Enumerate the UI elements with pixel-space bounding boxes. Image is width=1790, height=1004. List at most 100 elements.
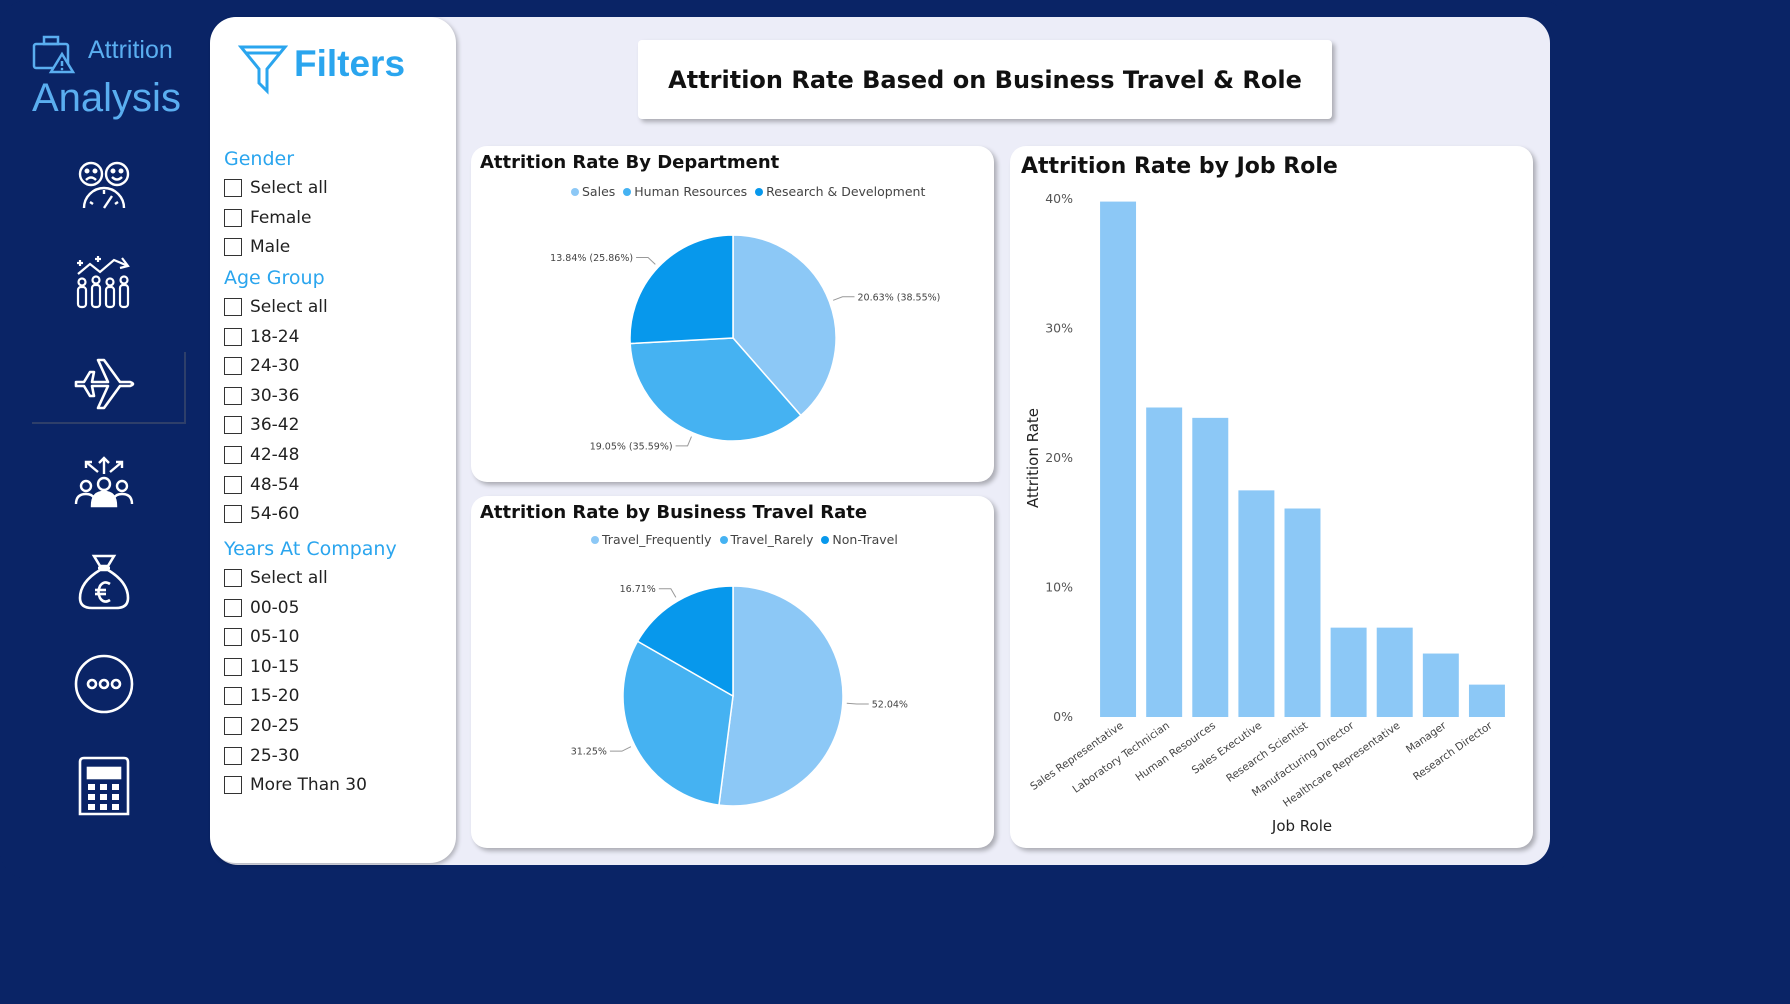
nav-income[interactable] [70,548,138,616]
x-tick-label: Human Resources [1133,720,1218,784]
checkbox[interactable] [224,505,242,524]
pie-data-label: 19.05% (35.59%) [590,441,673,452]
checkbox[interactable] [224,357,242,376]
bar-manager[interactable] [1422,653,1459,717]
nav-team-directions[interactable] [70,448,138,516]
checkbox[interactable] [224,657,242,676]
filter-option-years-at-company-00-05[interactable]: 00-05 [224,597,299,619]
pie-slice-human-resources[interactable] [629,337,802,442]
filter-option-years-at-company-20-25[interactable]: 20-25 [224,715,299,737]
nav-satisfaction[interactable] [70,152,138,220]
y-tick-label: 20% [1045,450,1073,465]
filter-option-label: 36-42 [250,415,300,436]
pie-slice-travel-rarely[interactable] [622,640,734,806]
legend-label: Non-Travel [832,532,898,547]
checkbox[interactable] [224,628,242,647]
workforce-growth-icon [76,256,130,309]
pie-leader-line [636,257,656,265]
y-tick-label: 0% [1053,709,1073,724]
checkbox[interactable] [224,238,242,257]
department-legend: Sales Human Resources Research & Developme… [571,184,925,199]
bar-sales-executive[interactable] [1238,490,1275,717]
checkbox[interactable] [224,386,242,405]
bar-healthcare-representative[interactable] [1376,627,1413,717]
y-tick-label: 10% [1045,580,1073,595]
filter-option-label: 00-05 [250,597,300,618]
legend-label: Human Resources [634,184,748,199]
legend-item-sales[interactable]: Sales [571,184,615,199]
checkbox[interactable] [224,475,242,494]
checkbox[interactable] [224,598,242,617]
nav-business-travel[interactable] [70,350,138,418]
filter-option-gender-female[interactable]: Female [224,207,311,229]
page-title: Attrition Rate Based on Business Travel … [668,65,1302,94]
pie-slice-sales[interactable] [732,234,837,417]
sidebar: Attrition Analysis [0,0,210,879]
filter-option-label: 42-48 [250,445,300,465]
checkbox[interactable] [224,687,242,706]
checkbox[interactable] [224,569,242,587]
filter-option-age-group-48-54[interactable]: 48-54 [224,474,299,496]
checkbox[interactable] [224,446,242,464]
filter-option-label: 10-15 [250,656,300,677]
checkbox[interactable] [224,717,242,735]
airplane-icon [74,358,135,410]
checkbox[interactable] [224,298,242,316]
filter-option-age-group-36-42[interactable]: 36-42 [224,414,299,436]
filter-option-age-group-18-24[interactable]: 18-24 [224,326,299,348]
brand-line-2: Analysis [32,76,181,120]
legend-item-travel-rarely[interactable]: Travel_Rarely [719,532,814,547]
filter-option-age-group-30-36[interactable]: 30-36 [224,385,299,407]
filter-option-age-group-select-all[interactable]: Select all [224,296,328,318]
filter-option-gender-select-all[interactable]: Select all [224,177,328,199]
filter-option-label: Male [250,237,291,258]
pie-slice-research-development[interactable] [629,234,734,345]
briefcase-warning-icon [32,35,76,74]
nav-calculator[interactable] [70,752,138,820]
pie-data-label: 13.84% (25.86%) [550,253,633,264]
pie-slice-non-travel[interactable] [636,585,734,698]
filter-option-age-group-24-30[interactable]: 24-30 [224,355,299,377]
filter-option-years-at-company-25-30[interactable]: 25-30 [224,745,299,767]
legend-item-research-development[interactable]: Research & Development [755,184,925,199]
filter-option-years-at-company-15-20[interactable]: 15-20 [224,685,299,707]
travel-pie-card: Attrition Rate by Business Travel Rate T… [471,496,994,848]
checkbox[interactable] [224,327,242,346]
bar-sales-representative[interactable] [1100,201,1137,718]
filter-option-years-at-company-more-than-30[interactable]: More Than 30 [224,774,367,796]
filter-option-label: 05-10 [250,627,300,648]
checkbox[interactable] [224,746,242,765]
filter-option-gender-male[interactable]: Male [224,236,290,258]
legend-label: Travel_Rarely [730,532,814,547]
checkbox[interactable] [224,776,242,795]
filter-option-years-at-company-10-15[interactable]: 10-15 [224,656,299,678]
legend-item-human-resources[interactable]: Human Resources [623,184,747,199]
pie-data-label: 31.25% [571,747,607,758]
nav-workforce[interactable] [70,252,138,320]
bar-manufacturing-director[interactable] [1330,627,1367,717]
checkbox[interactable] [224,416,242,435]
bar-research-director[interactable] [1468,684,1505,717]
legend-swatch [591,535,599,544]
pie-leader-line [675,436,692,447]
nav-more[interactable] [70,650,138,718]
legend-item-non-travel[interactable]: Non-Travel [821,532,898,547]
checkbox[interactable] [224,179,242,197]
satisfaction-gauge-icon [78,161,130,209]
pie-slice-travel-frequently[interactable] [718,585,844,807]
filter-option-years-at-company-select-all[interactable]: Select all [224,567,328,589]
filter-option-label: Female [250,207,312,228]
bar-research-scientist[interactable] [1284,508,1321,717]
checkbox[interactable] [224,208,242,227]
bar-human-resources[interactable] [1192,417,1229,717]
brand-line-1: Attrition [88,36,173,64]
more-options-icon [74,654,134,714]
filter-option-age-group-54-60[interactable]: 54-60 [224,503,299,525]
euro-money-bag-icon [78,554,130,610]
filter-option-years-at-company-05-10[interactable]: 05-10 [224,626,299,648]
filter-option-age-group-42-48[interactable]: 42-48 [224,444,299,466]
filter-option-label: 18-24 [250,326,300,347]
travel-pie-chart: 52.04% 31.25% 16.71% [571,584,908,807]
legend-item-travel-frequently[interactable]: Travel_Frequently [591,532,712,547]
bar-laboratory-technician[interactable] [1146,407,1183,717]
